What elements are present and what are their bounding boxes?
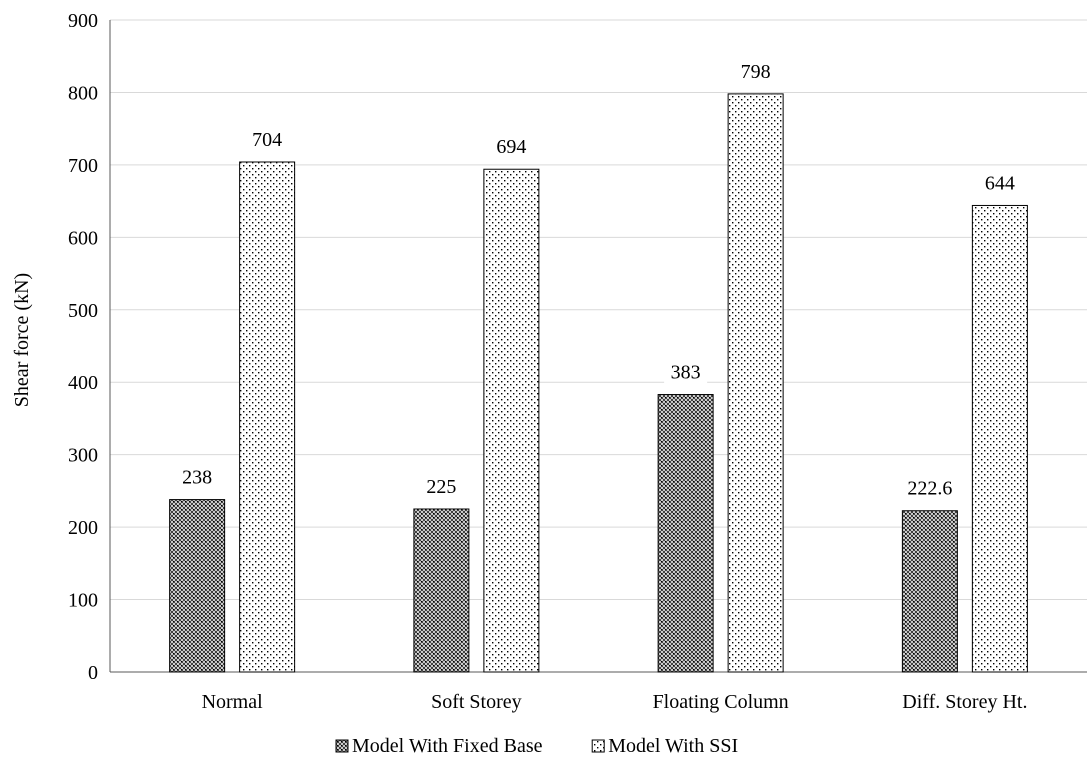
data-label-background [175, 461, 219, 490]
bar [971, 204, 1028, 673]
data-labels: 238 704 225 694 383 798 222.6 644 [175, 55, 1022, 501]
data-label: 222.6 [907, 478, 952, 500]
bar [239, 161, 296, 673]
data-label: 238 [182, 467, 212, 489]
y-tick-label: 800 [68, 82, 98, 104]
data-label: 644 [985, 172, 1015, 194]
y-tick-label: 700 [68, 155, 98, 177]
bar [657, 394, 714, 673]
data-label: 694 [496, 136, 526, 158]
legend: Model With Fixed Base Model With SSI [335, 735, 738, 757]
x-tick-label: Floating Column [653, 691, 789, 713]
y-tick-label: 900 [68, 10, 98, 32]
bar [413, 508, 470, 673]
x-tick-label: Soft Storey [431, 691, 522, 713]
y-tick-label: 200 [68, 517, 98, 539]
legend-swatch [335, 739, 349, 753]
data-label: 704 [252, 129, 282, 151]
data-label-background [419, 471, 463, 499]
y-tick-label: 600 [68, 227, 98, 249]
bar [169, 499, 226, 673]
bars [169, 93, 1028, 673]
data-label-background [978, 167, 1022, 196]
y-tick-label: 500 [68, 300, 98, 322]
x-tick-label: Normal [202, 691, 264, 713]
bar [727, 93, 784, 673]
legend-label: Model With SSI [608, 735, 738, 757]
legend-label: Model With Fixed Base [352, 735, 543, 757]
y-tick-label: 0 [88, 662, 98, 684]
data-label-background [489, 131, 533, 160]
data-label-background [897, 472, 963, 501]
bar [483, 168, 540, 673]
y-tick-label: 100 [68, 590, 98, 612]
data-label: 225 [426, 476, 456, 498]
y-tick-label: 400 [68, 372, 98, 394]
legend-swatch [591, 739, 605, 753]
data-label-background [245, 123, 289, 152]
x-tick-label: Diff. Storey Ht. [902, 691, 1027, 713]
data-label: 383 [671, 362, 701, 384]
data-label-background [664, 356, 708, 385]
y-tick-label: 300 [68, 445, 98, 467]
bar [901, 510, 958, 673]
data-label: 798 [741, 61, 771, 83]
y-axis-label: Shear force (kN) [11, 273, 33, 407]
data-label-background [734, 55, 778, 84]
